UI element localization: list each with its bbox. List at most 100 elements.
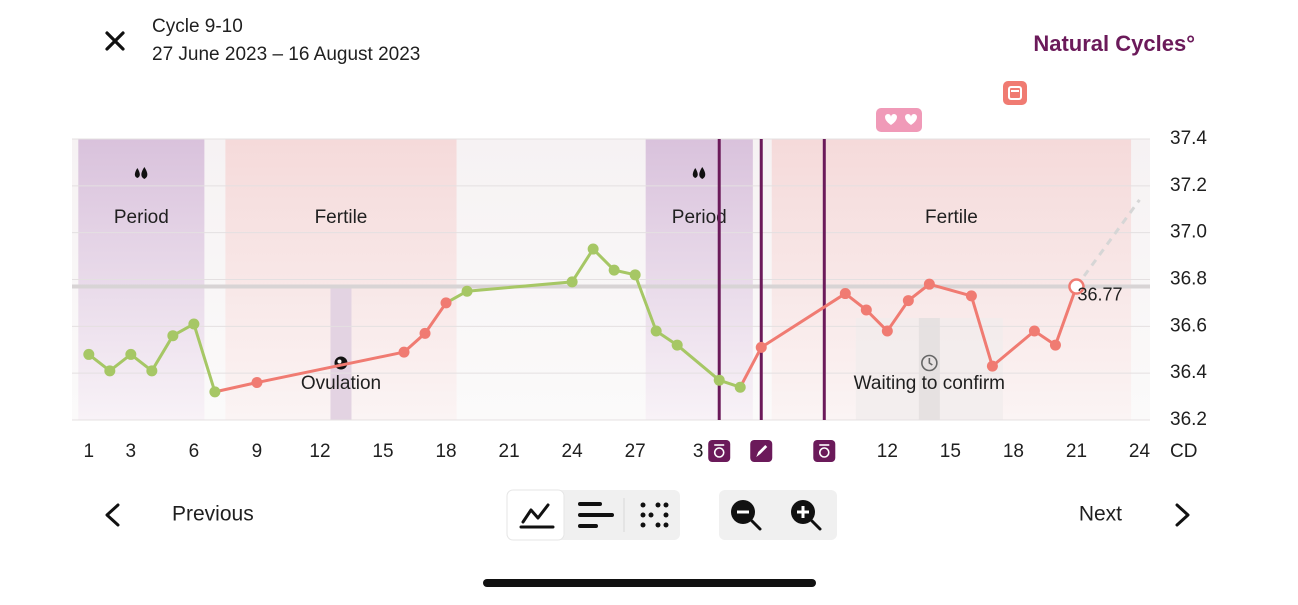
x-tick-label: 21	[1066, 441, 1087, 462]
marker-glyph	[818, 447, 830, 458]
temperature-point	[83, 348, 95, 360]
temperature-point	[650, 325, 662, 337]
phase-label: Fertile	[925, 207, 978, 228]
temperature-line	[675, 343, 721, 382]
dot-view-button[interactable]	[640, 502, 669, 528]
temperature-line	[885, 299, 910, 333]
temperature-point	[167, 330, 179, 342]
drop	[692, 168, 698, 178]
temperature-line	[738, 345, 763, 389]
event-marker-icon[interactable]	[750, 440, 773, 462]
y-tick-label: 36.8	[1170, 269, 1207, 290]
phase-label: Period	[672, 207, 727, 228]
temperature-point	[755, 341, 767, 353]
temperature-point	[251, 377, 263, 389]
temperature-point	[587, 243, 599, 255]
temperature-point	[902, 295, 914, 307]
temperature-point	[860, 304, 872, 316]
y-tick-label: 37.4	[1170, 128, 1207, 149]
previous-label: Previous	[172, 503, 254, 526]
y-tick-label: 36.6	[1170, 315, 1207, 336]
temperature-point	[923, 278, 935, 290]
marker-glyph	[756, 445, 768, 457]
temperature-point	[125, 348, 137, 360]
phase-label: Period	[114, 207, 169, 228]
zoom-out-button[interactable]	[731, 500, 762, 531]
brand-logo: Natural Cycles°	[1033, 31, 1195, 56]
close-button[interactable]	[105, 31, 125, 51]
bar-view-button[interactable]	[578, 502, 614, 528]
ovulation-icon-dot	[337, 359, 342, 364]
period-drops-icon	[134, 167, 148, 179]
zoom-in-button[interactable]	[791, 500, 822, 531]
temperature-point	[1068, 278, 1085, 295]
x-tick-label: 24	[562, 441, 584, 462]
cycle-title: Cycle 9-10	[152, 16, 243, 37]
temperature-line	[759, 292, 847, 349]
temperature-point	[881, 325, 893, 337]
temperature-line	[1053, 285, 1078, 347]
temperature-point	[188, 318, 200, 330]
temperature-line	[927, 282, 973, 298]
x-tick-label: 1	[84, 441, 95, 462]
last-value-label: 36.77	[1077, 284, 1122, 304]
y-tick-label: 37.0	[1170, 222, 1207, 243]
y-tick-label: 36.4	[1170, 362, 1207, 383]
temperature-point	[1049, 339, 1061, 351]
x-tick-label: 27	[625, 441, 646, 462]
annotation-strip	[918, 318, 940, 420]
event-marker-icon[interactable]	[708, 440, 731, 462]
temperature-line	[423, 301, 448, 335]
temperature-line	[465, 280, 574, 293]
marker-badge	[813, 440, 836, 462]
graph-view-button[interactable]	[519, 503, 555, 529]
event-marker-icon[interactable]	[813, 440, 836, 462]
temperature-point	[734, 381, 746, 393]
temperature-line	[570, 247, 595, 284]
temperature-point	[608, 264, 620, 276]
x-tick-label: 15	[940, 441, 961, 462]
temperature-line	[213, 381, 259, 394]
x-tick-label: 24	[1129, 441, 1151, 462]
annotation-label: Ovulation	[301, 373, 381, 394]
next-button[interactable]: Next	[1079, 503, 1190, 527]
previous-button[interactable]: Previous	[105, 503, 254, 527]
temperature-line	[633, 273, 658, 333]
temperature-point	[629, 269, 641, 281]
drop	[699, 167, 706, 179]
projection-line	[1075, 199, 1141, 288]
cycle-dates: 27 June 2023 – 16 August 2023	[152, 44, 420, 65]
x-tick-label: 12	[309, 441, 330, 462]
x-tick-label: 9	[252, 441, 263, 462]
y-tick-label: 36.2	[1170, 409, 1207, 430]
temperature-point	[104, 365, 116, 377]
x-tick-label: 3	[693, 441, 704, 462]
x-tick-label: 21	[499, 441, 520, 462]
annotation-label: Waiting to confirm	[854, 373, 1005, 394]
temperature-point	[965, 290, 977, 302]
drop	[134, 168, 140, 178]
temperature-point	[839, 288, 851, 300]
x-tick-label: 18	[435, 441, 456, 462]
x-tick-label: 3	[126, 441, 137, 462]
x-unit-label: CD	[1170, 441, 1197, 462]
temperature-line	[150, 334, 175, 373]
home-indicator	[483, 579, 816, 587]
x-tick-label: 12	[877, 441, 898, 462]
x-tick-label: 15	[372, 441, 393, 462]
temperature-point	[209, 386, 221, 398]
temperature-line	[192, 322, 217, 394]
x-tick-label: 6	[189, 441, 200, 462]
sex-icon[interactable]	[876, 108, 922, 132]
annotation-strip	[330, 287, 352, 420]
next-label: Next	[1079, 503, 1122, 526]
clock-icon	[921, 354, 938, 372]
temperature-point	[398, 346, 410, 358]
test-icon[interactable]	[1003, 81, 1027, 105]
temperature-point	[1028, 325, 1040, 337]
x-tick-label: 18	[1003, 441, 1024, 462]
phase-label: Fertile	[315, 207, 368, 228]
temperature-chart: Period Fertile Period Fertile Ovulation Waiti…	[72, 128, 1207, 462]
